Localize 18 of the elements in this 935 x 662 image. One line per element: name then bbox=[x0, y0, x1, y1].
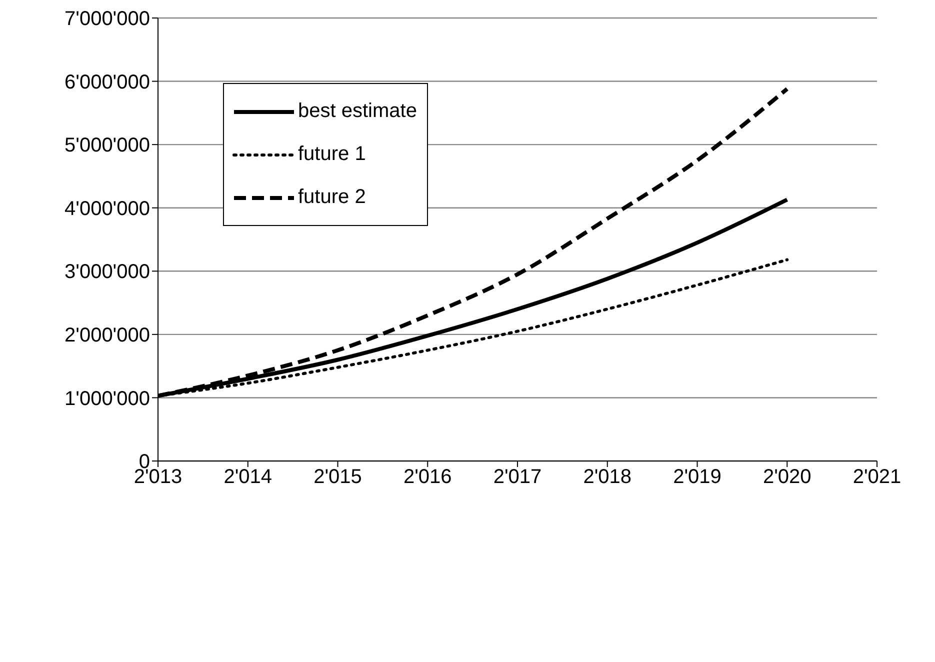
legend-label: future 2 bbox=[298, 186, 366, 209]
x-tick-label: 2'020 bbox=[762, 466, 812, 488]
y-tick-label: 3'000'000 bbox=[64, 261, 150, 284]
legend-label: future 1 bbox=[298, 143, 366, 166]
y-tick-label: 7'000'000 bbox=[64, 8, 150, 30]
x-tick-label: 2'015 bbox=[314, 466, 362, 488]
x-tick-label: 2'018 bbox=[583, 466, 632, 488]
y-tick-label: 4'000'000 bbox=[64, 198, 150, 220]
y-tick-label: 2'000'000 bbox=[64, 324, 150, 347]
x-tick-label: 2'017 bbox=[493, 466, 542, 488]
x-tick-label: 2'019 bbox=[673, 466, 722, 488]
legend-label: best estimate bbox=[298, 100, 417, 123]
x-tick-label: 2'016 bbox=[403, 466, 452, 488]
x-tick-label: 2'021 bbox=[852, 466, 902, 488]
x-tick-label: 2'014 bbox=[224, 466, 272, 488]
y-tick-label: 6'000'000 bbox=[64, 71, 150, 94]
y-tick-label: 1'000'000 bbox=[64, 388, 150, 410]
y-tick-label: 5'000'000 bbox=[64, 134, 150, 157]
